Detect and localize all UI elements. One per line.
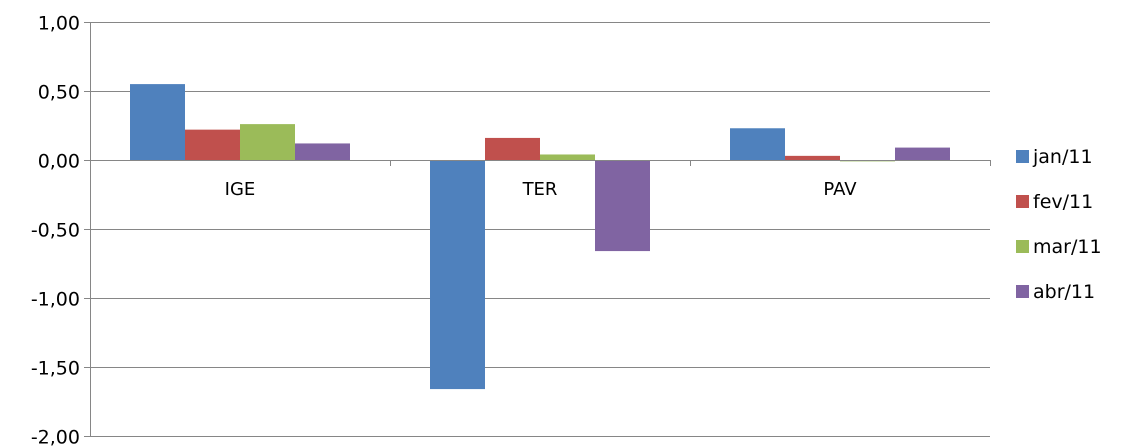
category-labels: IGE TER PAV	[225, 179, 858, 200]
bar-ige-mar-11	[240, 124, 295, 160]
bar-ter-jan-11	[430, 160, 485, 390]
legend-label-mar-11: mar/11	[1033, 236, 1102, 258]
legend-label-abr-11: abr/11	[1033, 281, 1095, 303]
bar-pav-fev-11	[785, 155, 840, 160]
y-tick-label: 0,50	[38, 82, 80, 104]
legend-label-jan-11: jan/11	[1032, 146, 1093, 168]
legend-swatch-fev-11	[1016, 195, 1029, 208]
y-tick-label: 1,00	[38, 13, 80, 35]
legend-swatch-jan-11	[1016, 150, 1029, 163]
y-tick-labels: 1,00 0,50 0,00 -0,50 -1,00 -1,50 -2,00	[31, 13, 80, 446]
y-tick-label: -0,50	[31, 220, 80, 242]
bar-ter-fev-11	[485, 137, 540, 160]
y-tick-label: -1,50	[31, 358, 80, 380]
bar-ige-abr-11	[295, 143, 350, 160]
y-tick-label: -2,00	[31, 427, 80, 446]
bar-ige-fev-11	[185, 129, 240, 160]
legend: jan/11 fev/11 mar/11 abr/11	[1016, 146, 1102, 303]
bar-pav-abr-11	[895, 147, 950, 160]
y-tick-label: 0,00	[38, 151, 80, 173]
legend-swatch-mar-11	[1016, 240, 1029, 253]
bar-pav-jan-11	[730, 128, 785, 160]
axes	[84, 22, 991, 437]
y-tick-label: -1,00	[31, 289, 80, 311]
legend-label-fev-11: fev/11	[1033, 191, 1093, 213]
bars	[130, 84, 950, 390]
bar-ter-abr-11	[595, 160, 650, 252]
bar-ter-mar-11	[540, 154, 595, 160]
category-label-ter: TER	[522, 179, 558, 200]
category-label-ige: IGE	[225, 179, 256, 200]
legend-swatch-abr-11	[1016, 285, 1029, 298]
category-label-pav: PAV	[823, 179, 857, 200]
bar-ige-jan-11	[130, 84, 185, 160]
gridlines	[90, 22, 990, 437]
